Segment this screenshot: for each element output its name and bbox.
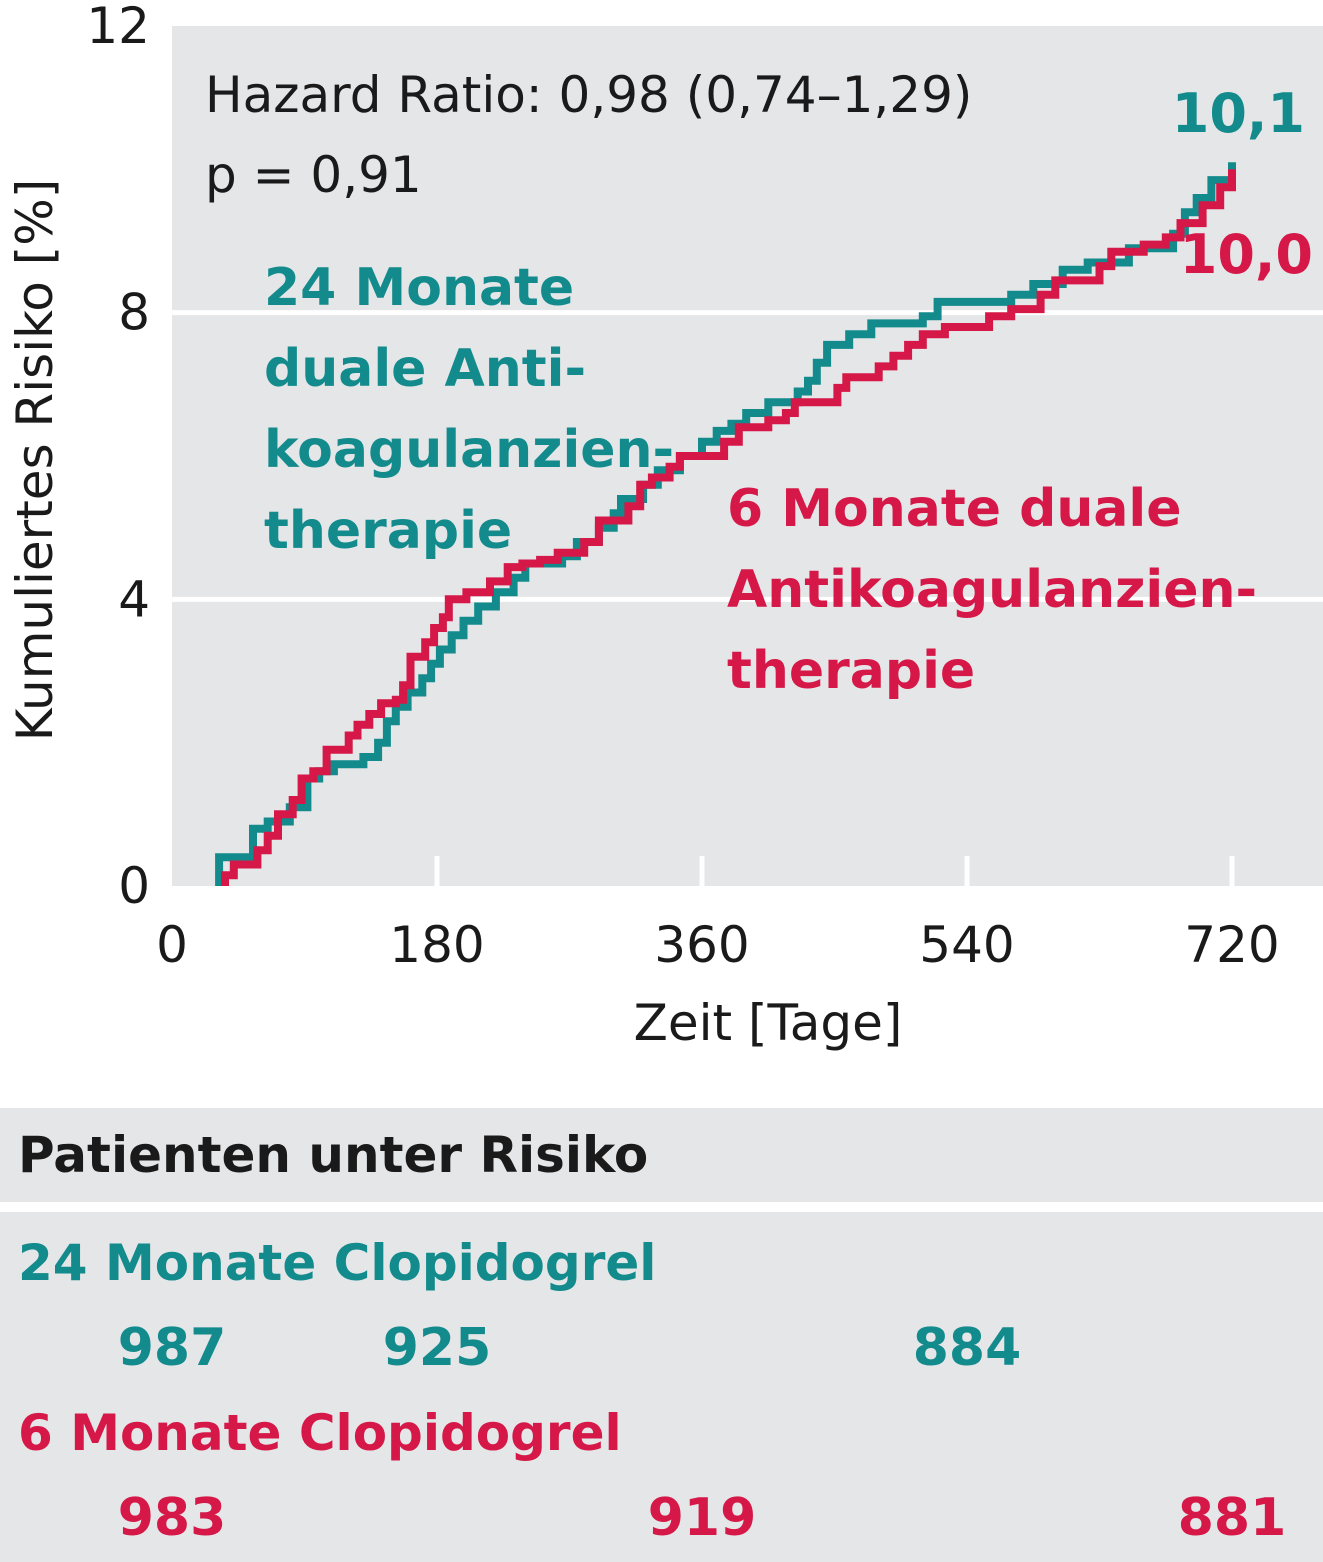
plot-background [172, 26, 1323, 886]
series-label-line: therapie [264, 501, 512, 561]
p-value-annotation: p = 0,91 [205, 146, 422, 204]
y-axis-label: Kumuliertes Risiko [%] [6, 179, 64, 742]
risk-table-title: Patienten unter Risiko [18, 1126, 649, 1184]
x-axis-label: Zeit [Tage] [634, 994, 903, 1052]
series-lines [215, 162, 1236, 886]
end-label-6-monate: 10,0 [1180, 223, 1313, 286]
risk-group-label: 24 Monate Clopidogrel [18, 1234, 657, 1292]
risk-count: 987 [117, 1318, 227, 1378]
km-chart: 0 4 8 12 0 180 360 540 720 Kumuliertes Risiko [… [6, 0, 1323, 1052]
end-labels: 10,1 10,0 [1172, 82, 1313, 286]
series-label-24-monate: 24 Monate duale Anti-koagulanzien-therapi… [264, 258, 674, 561]
series-label-6-monate: 6 Monate duale Antikoagulanzien-therapie [727, 479, 1257, 701]
series-labels: 24 Monate duale Anti-koagulanzien-therapi… [264, 258, 1257, 701]
risk-table-body: 24 Monate Clopidogrel 987 925 884 6 Monate C… [0, 1212, 1323, 1562]
risk-group-label: 6 Monate Clopidogrel [18, 1404, 622, 1462]
y-tick-4: 4 [118, 570, 150, 628]
risk-count: 925 [382, 1318, 492, 1378]
series-label-line: Antikoagulanzien- [727, 560, 1257, 620]
series-label-line: 6 Monate duale [727, 479, 1182, 539]
y-tick-labels: 0 4 8 12 [86, 0, 150, 915]
series-line-6-monate [221, 169, 1236, 886]
risk-table-header: Patienten unter Risiko [0, 1108, 1323, 1202]
series-label-line: duale Anti- [264, 339, 586, 399]
y-tick-0: 0 [118, 857, 150, 915]
risk-count: 983 [117, 1488, 227, 1548]
grid-lines [172, 310, 1323, 886]
y-tick-12: 12 [86, 0, 150, 55]
x-tick-540: 540 [919, 916, 1014, 974]
series-label-line: 24 Monate [264, 258, 574, 318]
y-tick-8: 8 [118, 284, 150, 342]
series-label-line: therapie [727, 641, 975, 701]
risk-table: Patienten unter Risiko 24 Monate Clopido… [0, 1108, 1323, 1562]
risk-count: 884 [912, 1318, 1022, 1378]
risk-count: 881 [1177, 1488, 1287, 1548]
x-tick-0: 0 [156, 916, 188, 974]
end-label-24-monate: 10,1 [1172, 82, 1305, 145]
risk-count: 919 [647, 1488, 757, 1548]
series-line-24-monate [215, 162, 1236, 886]
series-label-line: koagulanzien- [264, 420, 674, 480]
x-tick-180: 180 [389, 916, 484, 974]
x-tick-labels: 0 180 360 540 720 [156, 916, 1280, 974]
x-tick-720: 720 [1184, 916, 1279, 974]
hazard-ratio-annotation: Hazard Ratio: 0,98 (0,74–1,29) [205, 66, 972, 124]
x-tick-360: 360 [654, 916, 749, 974]
